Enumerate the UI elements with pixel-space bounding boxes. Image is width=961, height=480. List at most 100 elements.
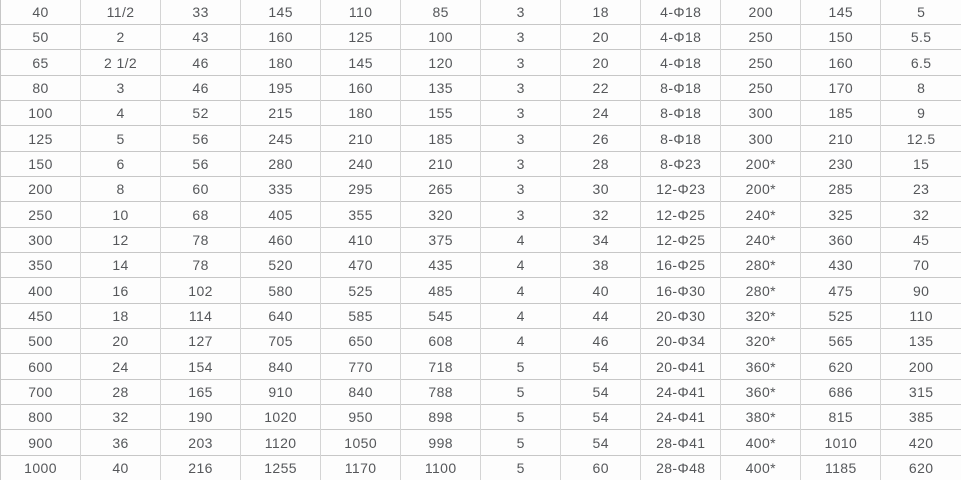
table-cell: 5 <box>480 404 561 430</box>
table-cell: 200 <box>720 0 801 25</box>
table-cell: 1010 <box>800 429 881 456</box>
table-cell: 154 <box>160 353 241 380</box>
table-cell: 70 <box>880 252 961 278</box>
table-cell: 410 <box>320 226 401 253</box>
table-cell: 185 <box>800 100 881 126</box>
table-cell: 300 <box>720 100 801 126</box>
table-cell: 600 <box>0 353 81 380</box>
table-cell: 240 <box>320 150 401 177</box>
table-cell: 335 <box>240 176 321 202</box>
table-cell: 160 <box>240 24 321 50</box>
table-cell: 34 <box>560 226 641 253</box>
table-row: 1000 40 216 1255 1170 1100 5 60 28-Φ48 400* 1185 62… <box>0 454 961 480</box>
table-cell: 525 <box>320 277 401 304</box>
table-cell: 2 1/2 <box>80 49 161 76</box>
table-cell: 640 <box>240 302 321 329</box>
table-cell: 950 <box>320 404 401 430</box>
table-cell: 160 <box>800 49 881 76</box>
table-cell: 8-Φ18 <box>640 125 721 152</box>
table-cell: 280* <box>720 277 801 304</box>
table-cell: 4 <box>480 226 561 253</box>
table-cell: 3 <box>480 150 561 177</box>
table-cell: 40 <box>560 277 641 304</box>
table-row: 100 4 52 215 180 155 3 24 8-Φ18 300 185 9 <box>0 100 961 126</box>
table-row: 400 16 102 580 525 485 4 40 16-Φ30 280* 475 90 <box>0 277 961 304</box>
table-cell: 60 <box>160 176 241 202</box>
table-cell: 3 <box>480 201 561 228</box>
table-cell: 12 <box>80 226 161 253</box>
table-cell: 125 <box>0 125 81 152</box>
table-cell: 54 <box>560 404 641 430</box>
table-cell: 12-Φ25 <box>640 201 721 228</box>
table-cell: 20-Φ34 <box>640 328 721 354</box>
table-cell: 4 <box>480 302 561 329</box>
table-cell: 3 <box>480 49 561 76</box>
table-cell: 100 <box>0 100 81 126</box>
table-cell: 500 <box>0 328 81 354</box>
table-cell: 250 <box>720 49 801 76</box>
table-cell: 6 <box>80 150 161 177</box>
table-cell: 1000 <box>0 454 81 480</box>
table-cell: 80 <box>0 74 81 101</box>
table-cell: 28-Φ48 <box>640 454 721 480</box>
table-cell: 90 <box>880 277 961 304</box>
table-cell: 360* <box>720 378 801 405</box>
table-cell: 28 <box>560 150 641 177</box>
table-cell: 8 <box>80 176 161 202</box>
table-cell: 8 <box>880 74 961 101</box>
table-cell: 200* <box>720 176 801 202</box>
table-cell: 5 <box>80 125 161 152</box>
table-cell: 15 <box>880 150 961 177</box>
table-cell: 788 <box>400 378 481 405</box>
table-cell: 16-Φ25 <box>640 252 721 278</box>
table-cell: 1255 <box>240 454 321 480</box>
table-cell: 170 <box>800 74 881 101</box>
table-cell: 2 <box>80 24 161 50</box>
table-cell: 400* <box>720 454 801 480</box>
table-cell: 898 <box>400 404 481 430</box>
table-cell: 6.5 <box>880 49 961 76</box>
table-row: 125 5 56 245 210 185 3 26 8-Φ18 300 210 12.5 <box>0 125 961 152</box>
table-cell: 3 <box>80 74 161 101</box>
table-cell: 240* <box>720 201 801 228</box>
table-cell: 300 <box>0 226 81 253</box>
table-cell: 18 <box>80 302 161 329</box>
table-cell: 20 <box>560 49 641 76</box>
table-cell: 840 <box>320 378 401 405</box>
table-cell: 355 <box>320 201 401 228</box>
table-cell: 32 <box>80 404 161 430</box>
table-cell: 910 <box>240 378 321 405</box>
table-cell: 135 <box>400 74 481 101</box>
table-cell: 385 <box>880 404 961 430</box>
table-cell: 8-Φ18 <box>640 100 721 126</box>
table-cell: 26 <box>560 125 641 152</box>
table-cell: 24-Φ41 <box>640 404 721 430</box>
table-cell: 23 <box>880 176 961 202</box>
table-cell: 78 <box>160 252 241 278</box>
table-cell: 125 <box>320 24 401 50</box>
table-cell: 840 <box>240 353 321 380</box>
table-cell: 5 <box>880 0 961 25</box>
table-cell: 585 <box>320 302 401 329</box>
table-cell: 11/2 <box>80 0 161 25</box>
table-cell: 12.5 <box>880 125 961 152</box>
table-cell: 3 <box>480 176 561 202</box>
table-cell: 1100 <box>400 454 481 480</box>
table-cell: 280 <box>240 150 321 177</box>
table-cell: 150 <box>800 24 881 50</box>
table-cell: 245 <box>240 125 321 152</box>
table-cell: 215 <box>240 100 321 126</box>
table-row: 300 12 78 460 410 375 4 34 12-Φ25 240* 360 45 <box>0 226 961 253</box>
table-cell: 545 <box>400 302 481 329</box>
table-cell: 155 <box>400 100 481 126</box>
table-cell: 135 <box>880 328 961 354</box>
table-cell: 24 <box>560 100 641 126</box>
table-cell: 565 <box>800 328 881 354</box>
table-cell: 686 <box>800 378 881 405</box>
table-cell: 190 <box>160 404 241 430</box>
table-cell: 60 <box>560 454 641 480</box>
table-cell: 5.5 <box>880 24 961 50</box>
table-cell: 8-Φ18 <box>640 74 721 101</box>
table-cell: 900 <box>0 429 81 456</box>
table-cell: 320* <box>720 302 801 329</box>
